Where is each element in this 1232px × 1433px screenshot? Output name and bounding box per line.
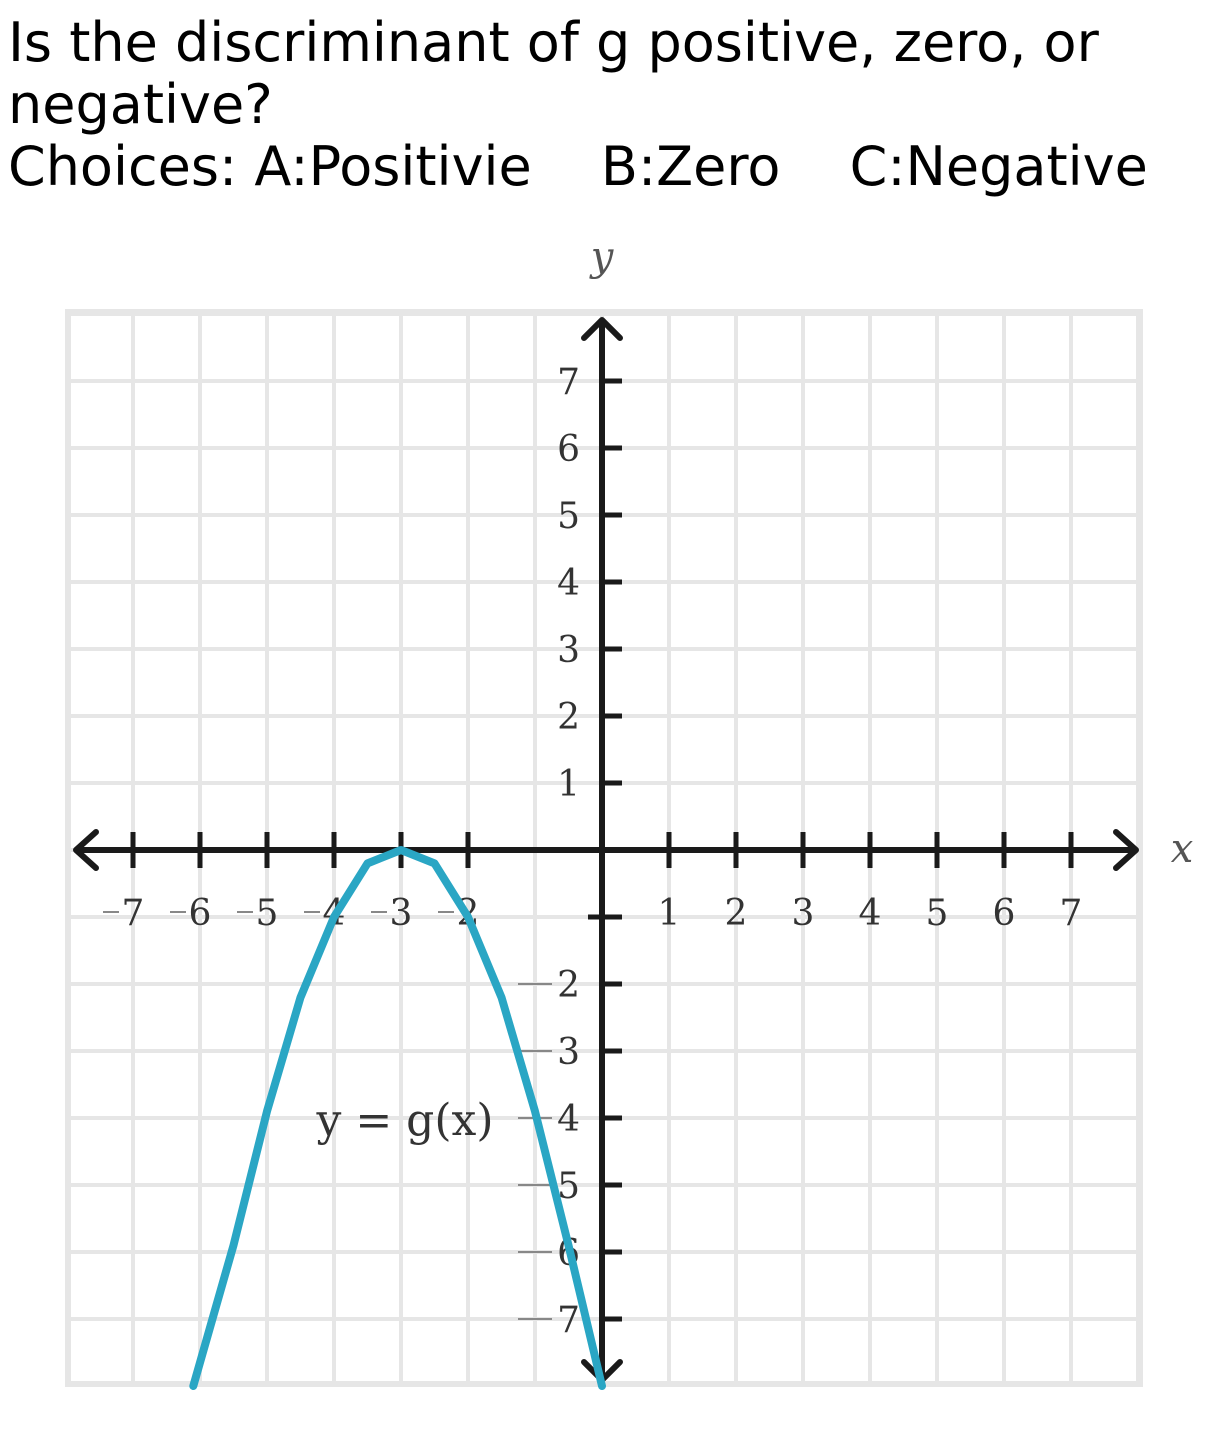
series-line: [189, 846, 606, 1390]
x-tick-label: 4: [859, 893, 882, 934]
x-tick-label: 7: [122, 893, 145, 934]
y-tick-label: 5: [557, 496, 580, 537]
choices-prefix: Choices:: [8, 135, 238, 198]
x-tick-label: 6: [189, 893, 212, 934]
question-line-1: Is the discriminant of g positive, zero,…: [8, 11, 1099, 74]
question-line-2: negative?: [8, 73, 273, 136]
choices-line: Choices: A:Positivie B:Zero C:Negative: [8, 136, 1224, 198]
x-tick-label: 5: [926, 893, 949, 934]
choice-a: A:Positivie: [254, 135, 532, 198]
y-tick-label: 7: [557, 362, 580, 403]
x-tick-label: 3: [390, 893, 413, 934]
y-tick-label: 2: [557, 965, 580, 1006]
x-axis-label: x: [1171, 826, 1194, 872]
y-axis-top-arrow: [581, 317, 623, 341]
y-tick-label: 7: [557, 1300, 580, 1341]
y-tick-label: 3: [557, 1032, 580, 1073]
curve-annotation: y = g(x): [315, 1095, 493, 1146]
curve: y = g(x): [189, 846, 606, 1390]
x-tick-label: 3: [792, 893, 815, 934]
x-tick-label: 6: [993, 893, 1016, 934]
axes: xy: [73, 234, 1194, 1383]
y-tick-label: 6: [557, 429, 580, 470]
y-axis-label: y: [589, 234, 615, 280]
y-tick-label: 4: [557, 1099, 580, 1140]
x-tick-label: 5: [256, 893, 279, 934]
choice-c: C:Negative: [849, 135, 1148, 198]
choice-b: B:Zero: [600, 135, 781, 198]
x-axis-right-arrow: [1113, 829, 1139, 871]
y-tick-label: 1: [557, 764, 580, 805]
question-text: Is the discriminant of g positive, zero,…: [8, 12, 1224, 198]
y-tick-label: 4: [557, 563, 580, 604]
x-tick-label: 7: [1060, 893, 1083, 934]
ticks: [130, 378, 1074, 1322]
x-tick-label: 2: [725, 893, 748, 934]
y-tick-label: 2: [557, 697, 580, 738]
x-axis-left-arrow: [73, 829, 99, 871]
y-tick-label: 5: [557, 1166, 580, 1207]
x-tick-label: 1: [658, 893, 681, 934]
y-tick-label: 3: [557, 630, 580, 671]
